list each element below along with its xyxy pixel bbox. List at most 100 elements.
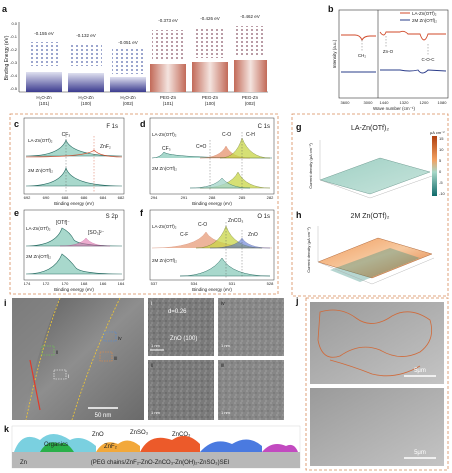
panel-c: c F 1s LA-Zn(OTf)₂ 2M Zn(OTf)₂ CF₃ ZnF₂ … — [14, 117, 125, 206]
scale-small: 1 nm — [151, 343, 161, 348]
tag-znco3: ZnCO₃ — [172, 432, 191, 438]
panel-b-xtick: 3600 — [341, 100, 351, 105]
sub-label-i: i — [151, 301, 152, 307]
panel-k-label: k — [4, 424, 10, 434]
energy-label: -0.373 eV — [158, 18, 178, 23]
panel-c-xtick: 692 — [24, 195, 31, 200]
xlabel-facet: (101) — [163, 101, 174, 106]
panel-f-label: f — [140, 208, 144, 218]
panel-c-xlabel: Binding energy (eV) — [54, 201, 94, 206]
panel-g-zlabel: Current density (μA cm⁻²) — [308, 143, 313, 189]
panel-e-row: LA-Zn(OTf)₂ — [26, 226, 51, 231]
panel-f: f O 1s LA-Zn(OTf)₂ 2M Zn(OTf)₂ C-O ZnCO₃… — [140, 208, 275, 292]
interface-line-1 — [25, 297, 61, 421]
secm-frame — [291, 113, 449, 297]
sem-boundary-2 — [329, 359, 421, 377]
sem-top-image — [310, 302, 444, 384]
panel-a-ylabel: Binding Energy (eV) — [4, 35, 10, 80]
energy-label: -0.462 eV — [240, 14, 260, 19]
panel-e-xtick: 170 — [62, 281, 69, 286]
peak-label-cf3: CF₃ — [62, 132, 71, 138]
tag-organics: Organics — [44, 442, 68, 448]
panel-d-xlabel: Binding energy (eV) — [192, 201, 232, 206]
xlabel-facet: (100) — [81, 101, 92, 106]
colorbar-tick: -10 — [439, 191, 446, 196]
axis-y-h — [371, 257, 435, 285]
annot-coc: C-O-C — [422, 57, 436, 62]
panel-b-frame — [338, 9, 449, 99]
peak-label-cf3: CF₃ — [162, 146, 171, 152]
ftir-la-left — [341, 34, 376, 42]
sei-green — [40, 442, 74, 452]
xlabel-facet: (002) — [245, 101, 256, 106]
panel-f-row: 2M Zn(OTf)₂ — [152, 258, 177, 263]
panel-d-row: 2M Zn(OTf)₂ — [152, 166, 177, 171]
panel-a: a Binding Energy (eV) 0.0 -0.1 -0.2 -0.3… — [2, 4, 268, 106]
xlabel-facet: (002) — [123, 101, 134, 106]
panel-a-label: a — [2, 4, 8, 14]
bar-h2o-002 — [110, 77, 146, 92]
panel-d-xtick: 282 — [267, 195, 274, 200]
roi-iii — [99, 351, 113, 362]
surface-h — [317, 237, 433, 279]
legend-la: LA-Zn(OTf)₂ — [412, 11, 437, 16]
panel-f-element: O 1s — [257, 214, 270, 220]
panel-f-xtick: 537 — [151, 281, 158, 286]
xps-frame — [9, 113, 279, 295]
roi-label-iv: iv — [118, 336, 122, 342]
peak-label-co: C-O — [198, 222, 207, 228]
panel-e-xtick: 166 — [100, 281, 107, 286]
panel-d-frame — [149, 117, 275, 195]
sei-znco3 — [140, 435, 200, 452]
sem-bottom-image — [310, 388, 444, 466]
panel-d-label: d — [140, 119, 146, 129]
panel-a-ytick: -0.5 — [10, 86, 18, 91]
tag-znso3: ZnSO₃ — [130, 430, 149, 436]
peak-so3-la — [59, 237, 111, 247]
sei-purple — [262, 444, 298, 452]
sem-boundary-1 — [317, 309, 433, 358]
ftir-la-right — [379, 30, 446, 41]
annot-zno: Zn-O — [383, 49, 394, 54]
xlabel-name: PEG-Zn — [202, 95, 219, 100]
panel-b-xtick: 1320 — [400, 100, 410, 105]
xlabel-name: H₂O-Zn — [78, 95, 94, 100]
panel-h-zlabel: Current density (μA cm⁻²) — [306, 227, 311, 273]
panel-b-xtick: 1200 — [420, 100, 430, 105]
panel-c-row: 2M Zn(OTf)₂ — [28, 168, 53, 173]
axis-x-g — [319, 179, 371, 199]
panel-g-title: LA-Zn(OTf)₂ — [351, 125, 389, 132]
panel-e-frame — [23, 209, 125, 281]
panel-d-xtick: 291 — [181, 195, 188, 200]
xlabel-name: H₂O-Zn — [120, 95, 136, 100]
panel-e-label: e — [14, 208, 19, 218]
model-h2o-101 — [28, 42, 60, 66]
peak-znf2-la — [25, 149, 123, 158]
peak-label-otf: [OTf]⁻ — [56, 220, 70, 226]
panel-g-label: g — [296, 122, 302, 132]
axis-y-g — [369, 175, 433, 199]
panel-f-xlabel: Binding energy (eV) — [192, 287, 232, 292]
peak-label-so3: [SO₃]²⁻ — [88, 230, 105, 236]
scale-label-bottom: 5μm — [414, 450, 426, 456]
panel-d-element: C 1s — [258, 124, 270, 130]
colorbar-tick: 10 — [439, 147, 444, 152]
panel-d-xtick: 294 — [151, 195, 158, 200]
scale-label-top: 5μm — [414, 368, 426, 374]
panel-a-ytick: -0.4 — [10, 73, 18, 78]
panel-c-xtick: 688 — [62, 195, 69, 200]
legend-2m: 2M Zn(OTf)₂ — [412, 18, 437, 23]
model-peg-002 — [236, 26, 266, 56]
energy-label: -0.132 eV — [76, 33, 96, 38]
hrtem-iv — [218, 298, 284, 356]
roi-i — [53, 369, 67, 380]
xlabel-facet: (101) — [39, 101, 50, 106]
panel-b-xtick: 3000 — [364, 100, 374, 105]
colorbar-tick: 15 — [439, 136, 444, 141]
panel-a-ytick: -0.3 — [10, 60, 18, 65]
panel-f-xtick: 534 — [191, 281, 198, 286]
panel-c-row: LA-Zn(OTf)₂ — [28, 138, 53, 143]
panel-d-xtick: 288 — [209, 195, 216, 200]
panel-i: i i ii iii iv 50 nm i d=0.26 ZnO (100) 1… — [4, 297, 284, 421]
